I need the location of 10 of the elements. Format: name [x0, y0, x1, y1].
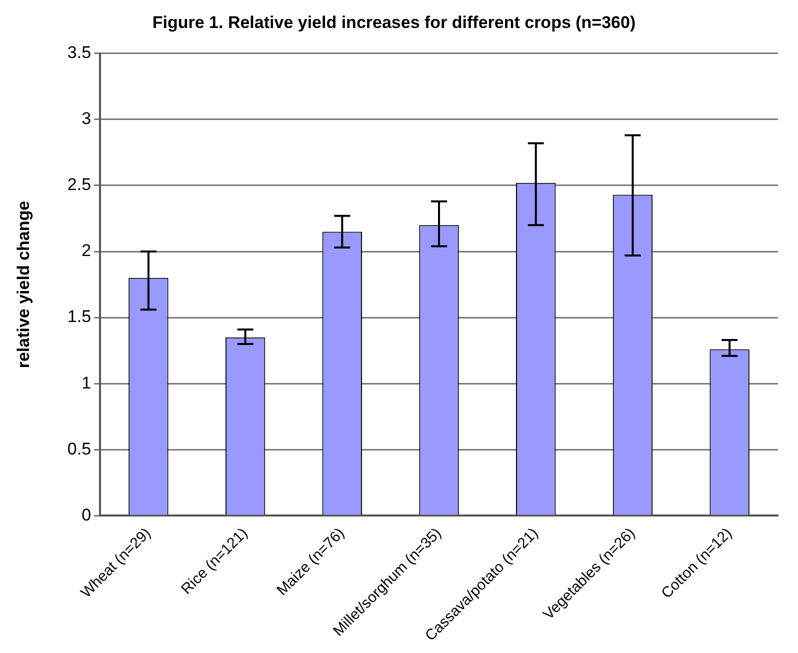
y-tick-label: 2.5: [67, 175, 92, 194]
y-tick-label: 0.5: [67, 439, 92, 458]
y-tick-label: 2: [82, 241, 92, 260]
y-tick-label: 3.5: [67, 43, 92, 62]
y-axis-title: relative yield change: [14, 200, 33, 368]
y-tick-label: 3: [82, 109, 92, 128]
y-tick-label: 1.5: [67, 307, 92, 326]
chart-title: Figure 1. Relative yield increases for different crops (n=360): [152, 12, 636, 32]
y-tick-label: 0: [82, 505, 92, 524]
y-tick-label: 1: [82, 373, 92, 392]
